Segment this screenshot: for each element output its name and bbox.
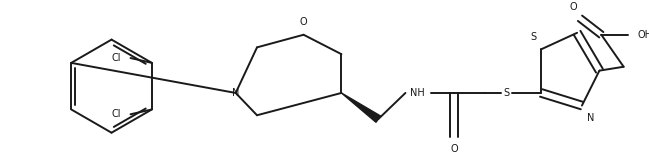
Text: OH: OH: [637, 30, 649, 40]
Text: S: S: [503, 88, 509, 98]
Text: Cl: Cl: [112, 109, 121, 119]
Text: NH: NH: [410, 88, 424, 98]
Text: O: O: [450, 144, 458, 154]
Text: S: S: [530, 32, 536, 41]
Text: N: N: [232, 88, 239, 98]
Polygon shape: [341, 93, 380, 122]
Text: O: O: [300, 17, 308, 27]
Text: O: O: [569, 2, 577, 12]
Text: N: N: [587, 113, 594, 123]
Text: Cl: Cl: [112, 53, 121, 63]
